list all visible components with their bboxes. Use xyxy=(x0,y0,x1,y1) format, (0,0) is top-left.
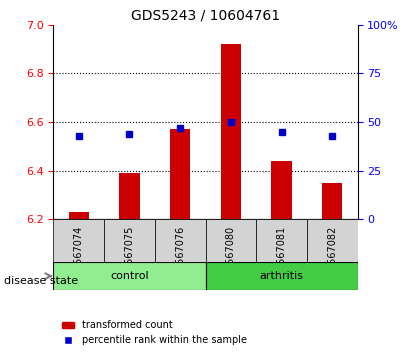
FancyBboxPatch shape xyxy=(155,219,206,262)
FancyBboxPatch shape xyxy=(256,219,307,262)
Bar xyxy=(170,130,190,219)
FancyBboxPatch shape xyxy=(206,219,256,262)
Text: control: control xyxy=(110,271,149,281)
Text: GSM567076: GSM567076 xyxy=(175,226,185,285)
Text: disease state: disease state xyxy=(4,276,78,286)
Text: GSM567082: GSM567082 xyxy=(327,226,337,285)
FancyBboxPatch shape xyxy=(206,262,358,290)
Bar xyxy=(119,173,140,219)
Bar xyxy=(322,183,342,219)
Text: GSM567074: GSM567074 xyxy=(74,226,84,285)
Text: GSM567081: GSM567081 xyxy=(277,226,286,285)
Text: arthritis: arthritis xyxy=(259,271,304,281)
Bar xyxy=(69,212,89,219)
Legend: transformed count, percentile rank within the sample: transformed count, percentile rank withi… xyxy=(58,316,251,349)
Title: GDS5243 / 10604761: GDS5243 / 10604761 xyxy=(131,8,280,22)
Bar xyxy=(271,161,292,219)
FancyBboxPatch shape xyxy=(307,219,358,262)
FancyBboxPatch shape xyxy=(104,219,155,262)
FancyBboxPatch shape xyxy=(53,219,104,262)
Bar xyxy=(221,44,241,219)
FancyBboxPatch shape xyxy=(53,262,206,290)
Text: GSM567080: GSM567080 xyxy=(226,226,236,285)
Text: GSM567075: GSM567075 xyxy=(125,226,134,285)
